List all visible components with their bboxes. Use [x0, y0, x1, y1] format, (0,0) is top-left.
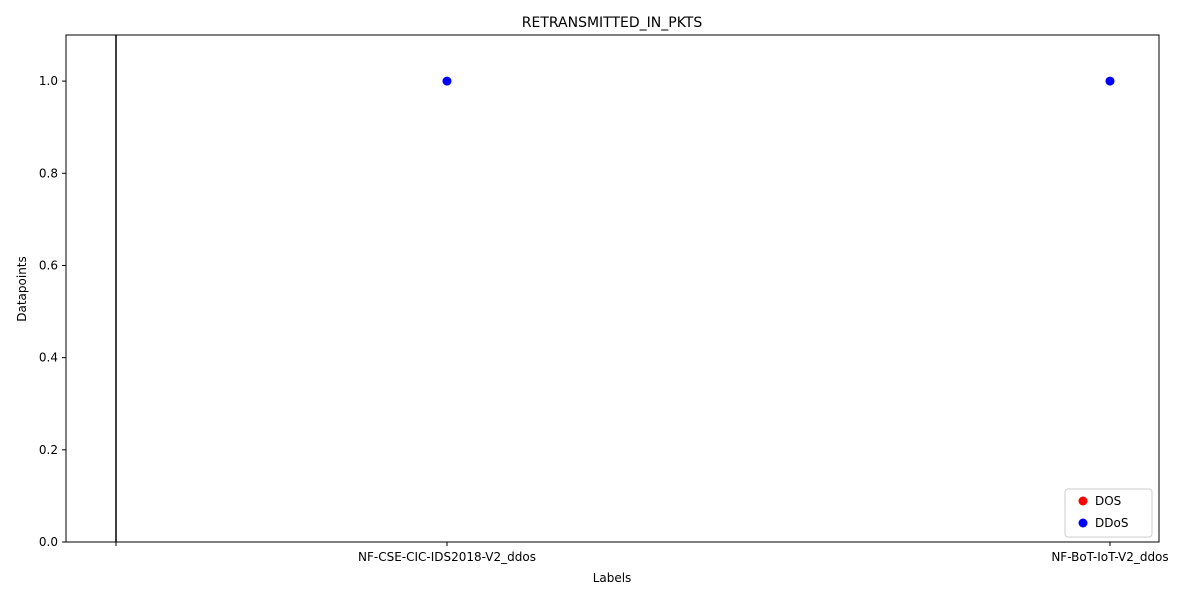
legend-marker-ddos	[1078, 518, 1088, 528]
chart-title: RETRANSMITTED_IN_PKTS	[522, 15, 703, 31]
data-point-ddos	[442, 76, 452, 86]
legend-label-ddos: DDoS	[1095, 516, 1128, 530]
data-point-ddos	[1105, 76, 1115, 86]
x-axis-label: Labels	[593, 571, 632, 585]
y-tick-label: 0.4	[39, 351, 58, 365]
y-tick-label: 0.6	[39, 258, 58, 272]
legend: DOS DDoS	[1064, 488, 1153, 538]
y-axis-label: Datapoints	[15, 256, 29, 322]
legend-label-dos: DOS	[1095, 494, 1121, 508]
plot-frame	[65, 34, 1160, 543]
y-tick-label: 0.8	[39, 166, 58, 180]
y-tick-label: 0.0	[39, 535, 58, 549]
x-tick-label: NF-CSE-CIC-IDS2018-V2_ddos	[358, 550, 536, 564]
x-tick-label: NF-BoT-IoT-V2_ddos	[1051, 550, 1168, 564]
legend-marker-dos	[1078, 496, 1088, 506]
plot-area: 0.0 0.2 0.4 0.6 0.8 1.0 NF-CSE-CIC-IDS2018-V2_…	[39, 34, 1169, 564]
y-tick-label: 1.0	[39, 74, 58, 88]
y-tick-label: 0.2	[39, 443, 58, 457]
